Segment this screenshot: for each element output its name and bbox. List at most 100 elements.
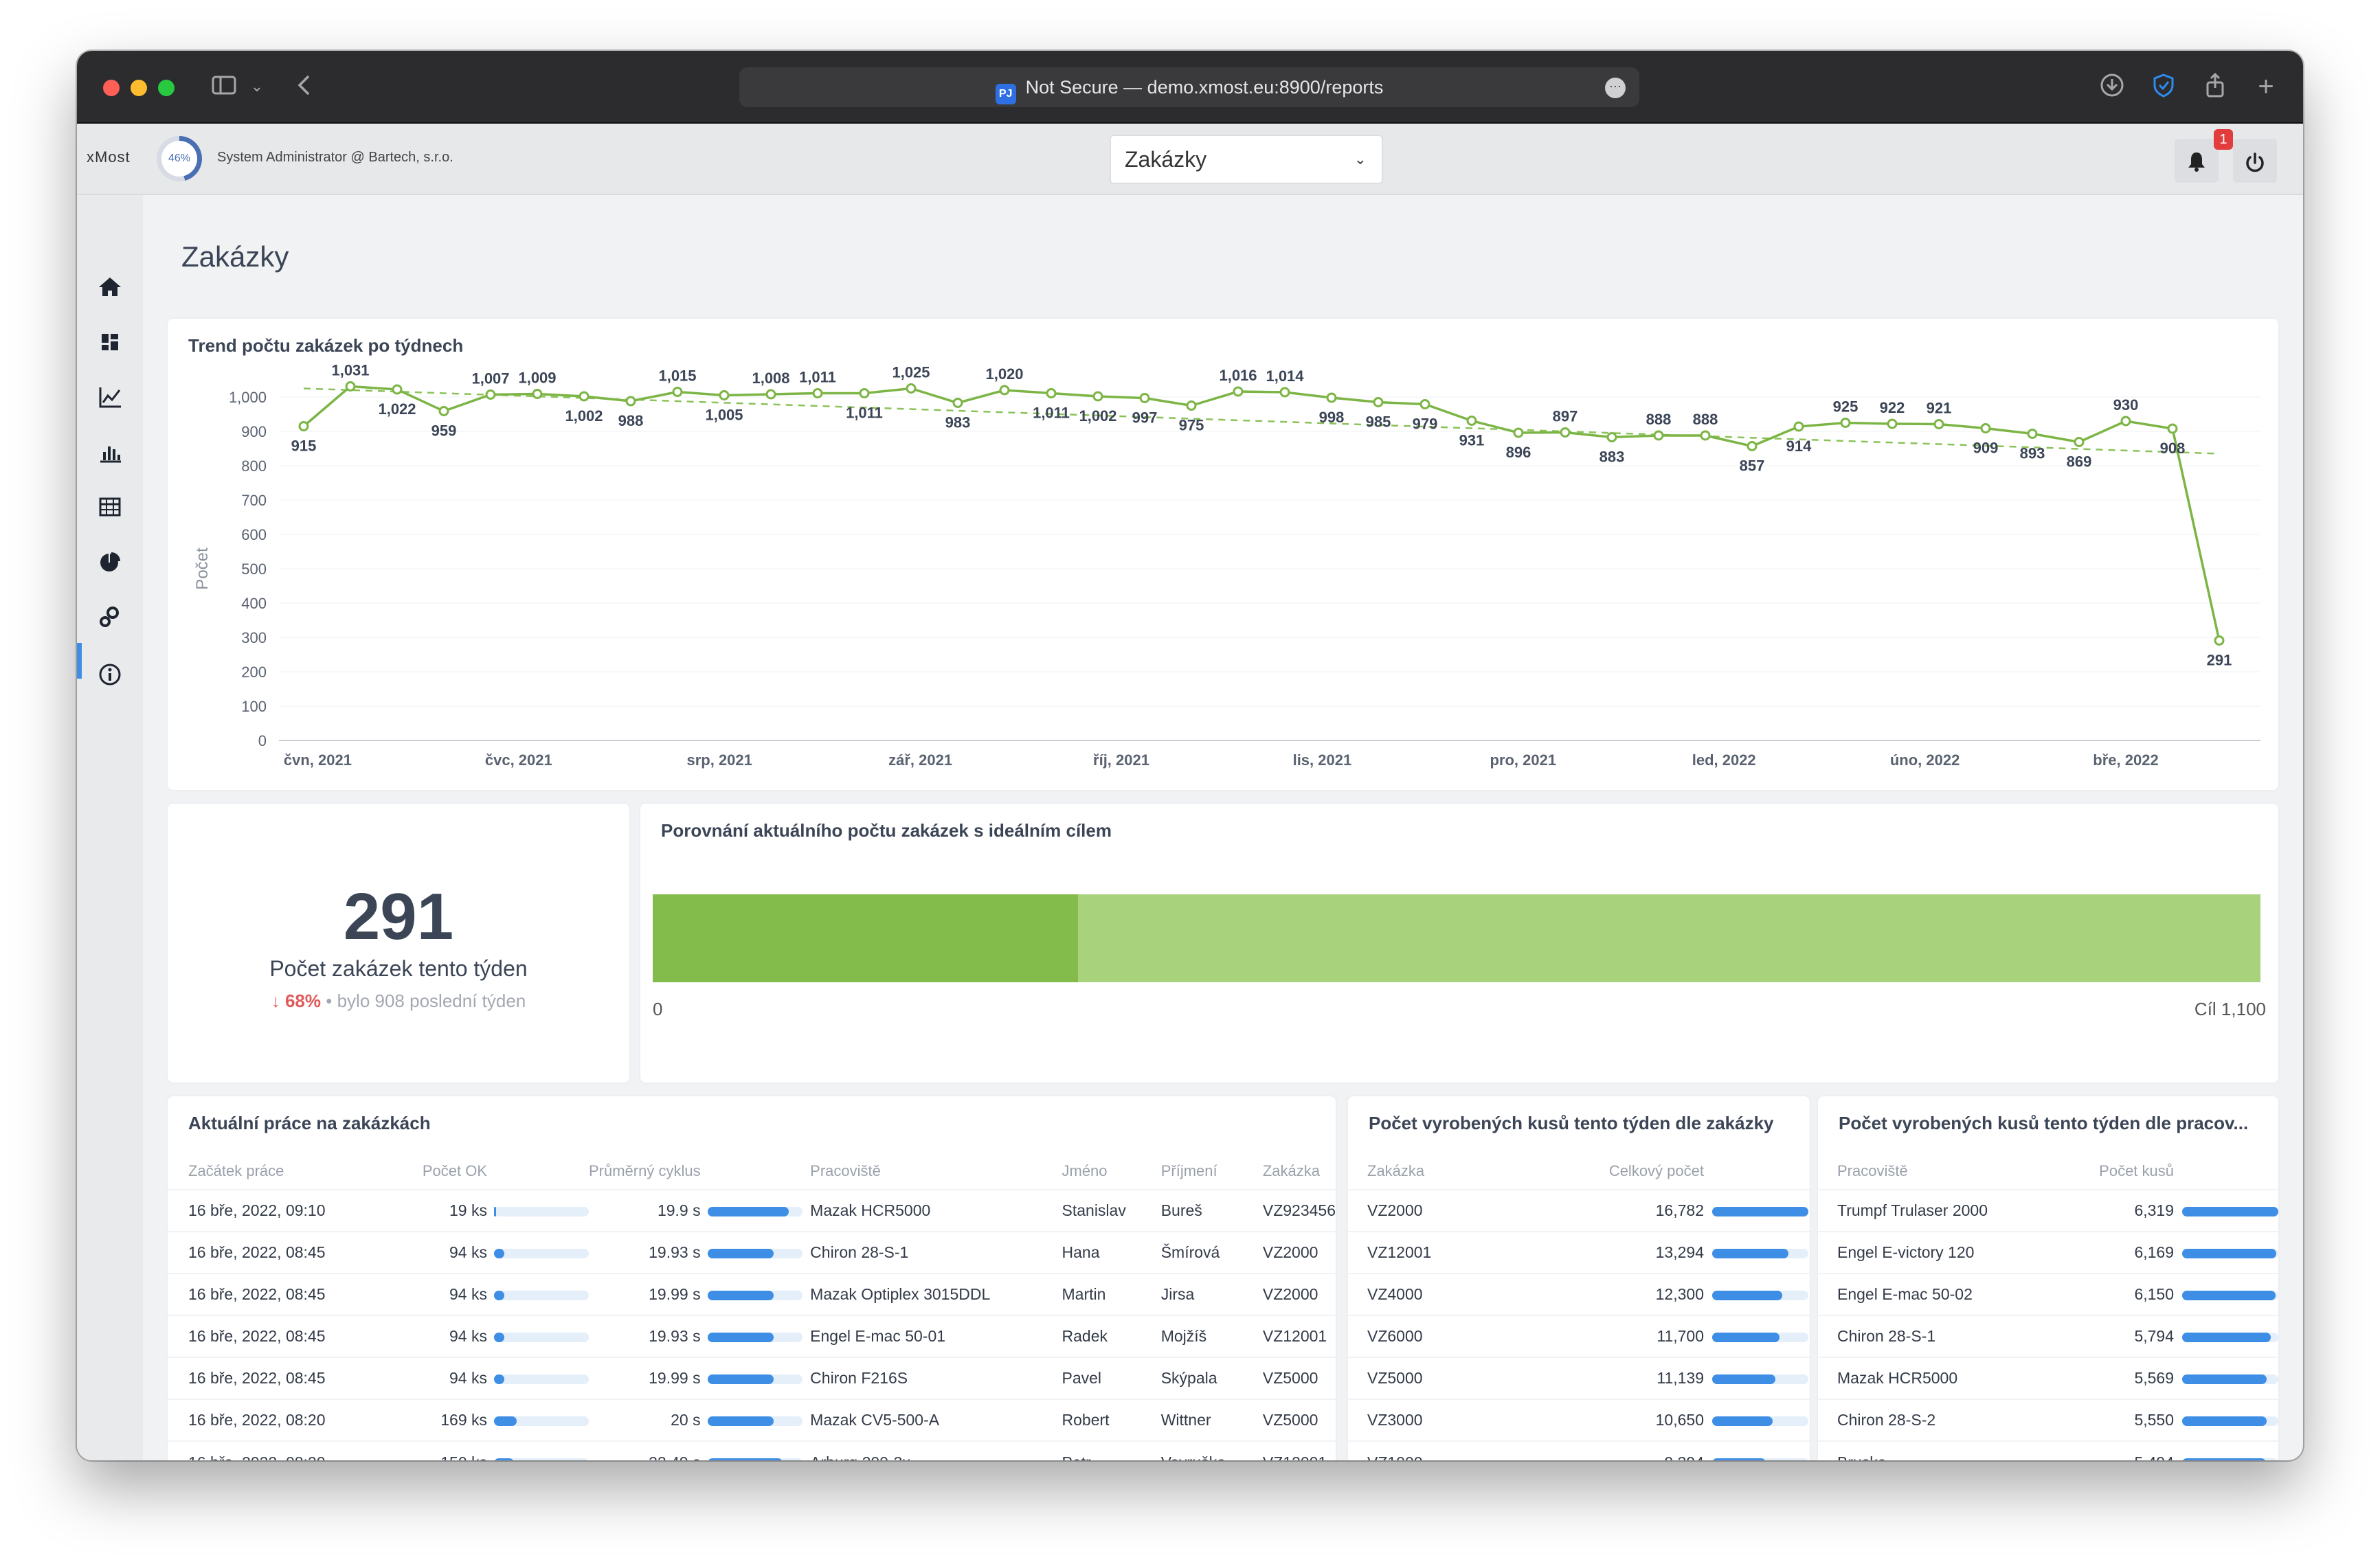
dashboard-icon[interactable]: [95, 327, 125, 357]
trend-chart: 0 100 200 300 400 500 600 700 800 900 1,000 Počet čv…: [193, 362, 2260, 769]
cell-name: Petr: [1062, 1440, 1161, 1460]
cell-place: Mazak Optiplex 3015DDL: [810, 1273, 1062, 1315]
cell-surname: Bureš: [1160, 1189, 1263, 1232]
info-icon[interactable]: [95, 659, 125, 690]
data-label: 883: [1599, 449, 1625, 466]
table-row[interactable]: VZ4000 12,300: [1348, 1273, 1810, 1315]
col-order[interactable]: Zakázka: [1262, 1162, 1321, 1179]
data-point: [1373, 397, 1384, 407]
logout-button[interactable]: [2233, 139, 2277, 183]
value-bar: [1712, 1206, 1808, 1216]
col-order[interactable]: Zakázka: [1367, 1162, 1425, 1179]
pie-chart-icon[interactable]: [95, 547, 125, 577]
col-place[interactable]: Pracoviště: [810, 1162, 881, 1179]
table-row[interactable]: Chiron 28-S-1 5,794: [1818, 1315, 2278, 1357]
data-label: 921: [1927, 400, 1952, 417]
data-label: 985: [1366, 414, 1391, 431]
col-count[interactable]: Počet kusů: [2099, 1162, 2174, 1179]
close-window-button[interactable]: [103, 80, 120, 96]
table-row[interactable]: VZ2000 16,782: [1348, 1189, 1810, 1232]
cell-value: 9,394: [1554, 1440, 1712, 1460]
by-order-card: Počet vyrobených kusů tento týden dle za…: [1347, 1095, 1811, 1460]
by-place-card: Počet vyrobených kusů tento týden dle pr…: [1817, 1095, 2280, 1460]
col-total[interactable]: Celkový počet: [1608, 1162, 1704, 1179]
cell-name: Chiron 28-S-2: [1818, 1399, 2024, 1441]
data-point: [1279, 387, 1290, 398]
new-tab-icon[interactable]: +: [2258, 71, 2274, 102]
address-bar[interactable]: PJ Not Secure — demo.xmost.eu:8900/report…: [739, 67, 1639, 107]
table-row[interactable]: 16 bře, 2022, 08:20 169 ks 20 s Mazak CV5-5…: [168, 1399, 1336, 1441]
data-point: [906, 383, 917, 394]
table-row[interactable]: 16 bře, 2022, 08:45 94 ks 19.99 s Chiron F2…: [168, 1357, 1336, 1399]
cell-place: Mazak HCR5000: [810, 1189, 1062, 1232]
more-icon[interactable]: ···: [1605, 78, 1626, 98]
table-row[interactable]: Engel E-victory 120 6,169: [1818, 1231, 2278, 1274]
chevron-down-icon[interactable]: ⌄: [250, 78, 264, 95]
data-point: [1186, 400, 1197, 411]
col-cycle[interactable]: Průměrný cyklus: [589, 1162, 701, 1179]
data-label: 1,008: [752, 370, 789, 387]
shield-icon[interactable]: [2148, 71, 2179, 102]
work-table-header: Začátek práce Počet OK Průměrný cyklus P…: [168, 1153, 1336, 1190]
table-row[interactable]: 16 bře, 2022, 08:45 94 ks 19.93 s Engel E-m…: [168, 1315, 1336, 1357]
home-icon[interactable]: [95, 272, 125, 302]
col-surname[interactable]: Příjmení: [1160, 1162, 1217, 1179]
download-icon[interactable]: [2097, 71, 2127, 102]
table-row[interactable]: VZ12001 13,294: [1348, 1231, 1810, 1274]
x-tick-label: říj, 2021: [1093, 751, 1149, 769]
table-row[interactable]: 16 bře, 2022, 09:10 19 ks 19.9 s Mazak HCR5…: [168, 1189, 1336, 1232]
data-label: 1,007: [471, 370, 509, 387]
cycle-bar: [707, 1374, 802, 1384]
minimize-window-button[interactable]: [131, 80, 147, 96]
work-table: Začátek práce Počet OK Průměrný cyklus P…: [168, 1153, 1336, 1460]
table-row[interactable]: Chiron 28-S-2 5,550: [1818, 1399, 2278, 1441]
table-row[interactable]: Trumpf Trulaser 2000 6,319: [1818, 1189, 2278, 1232]
table-row[interactable]: Engel E-mac 50-02 6,150: [1818, 1273, 2278, 1315]
col-name[interactable]: Jméno: [1062, 1162, 1108, 1179]
cell-cycle: 19.99 s: [589, 1357, 708, 1399]
cell-ok: 94 ks: [379, 1231, 494, 1274]
table-row[interactable]: Mazak HCR5000 5,569: [1818, 1357, 2278, 1399]
report-select[interactable]: Zakázky ⌄: [1110, 135, 1383, 184]
col-start[interactable]: Začátek práce: [188, 1162, 284, 1179]
table-row[interactable]: VZ5000 11,139: [1348, 1357, 1810, 1399]
back-icon[interactable]: [290, 71, 320, 102]
line-chart-icon[interactable]: [95, 382, 125, 412]
data-point: [1980, 423, 1991, 433]
data-label: 1,011: [1033, 405, 1070, 422]
by-place-table: Pracoviště Počet kusů Trumpf Trulaser 20…: [1818, 1153, 2278, 1460]
notifications-button[interactable]: [2175, 139, 2219, 183]
cell-place: Engel E-mac 50-01: [810, 1315, 1062, 1357]
table-row[interactable]: 16 bře, 2022, 08:45 94 ks 19.99 s Mazak Opt…: [168, 1273, 1336, 1315]
data-point: [1046, 388, 1057, 398]
data-label: 925: [1833, 398, 1859, 416]
gears-icon[interactable]: [95, 602, 125, 632]
table-row[interactable]: VZ10009,394: [1348, 1440, 1810, 1460]
trend-card: Trend počtu zakázek po týdnech 0 100 200 30…: [166, 317, 2280, 791]
data-label: 888: [1646, 411, 1672, 428]
data-point: [485, 389, 496, 400]
table-row[interactable]: 16 bře, 2022, 08:20150 ks 22.49 s Arburg 2…: [168, 1440, 1336, 1460]
cell-surname: Vavruška: [1160, 1440, 1263, 1460]
data-label: 1,020: [985, 365, 1023, 383]
table-row[interactable]: VZ3000 10,650: [1348, 1399, 1810, 1441]
cell-order: VZ12001: [1262, 1315, 1336, 1357]
zoom-window-button[interactable]: [158, 80, 175, 96]
sidebar-toggle-icon[interactable]: [209, 71, 239, 102]
bar-chart-icon[interactable]: [95, 437, 125, 467]
brand-logo[interactable]: xMost: [87, 148, 131, 166]
table-row[interactable]: Bruska5,494: [1818, 1440, 2278, 1460]
work-title: Aktuální práce na zakázkách: [188, 1113, 431, 1133]
data-label: 975: [1179, 417, 1204, 434]
data-label: 988: [618, 412, 644, 429]
share-icon[interactable]: [2200, 71, 2230, 102]
col-ok[interactable]: Počet OK: [422, 1162, 487, 1179]
table-row[interactable]: 16 bře, 2022, 08:45 94 ks 19.93 s Chiron 28…: [168, 1231, 1336, 1274]
kpi-separator: •: [326, 991, 333, 1011]
work-card: Aktuální práce na zakázkách Začátek prác…: [166, 1095, 1337, 1460]
table-row[interactable]: VZ6000 11,700: [1348, 1315, 1810, 1357]
col-place[interactable]: Pracoviště: [1837, 1162, 1908, 1179]
data-point: [812, 388, 823, 398]
table-icon[interactable]: [95, 492, 125, 522]
x-tick-label: lis, 2021: [1293, 751, 1352, 769]
